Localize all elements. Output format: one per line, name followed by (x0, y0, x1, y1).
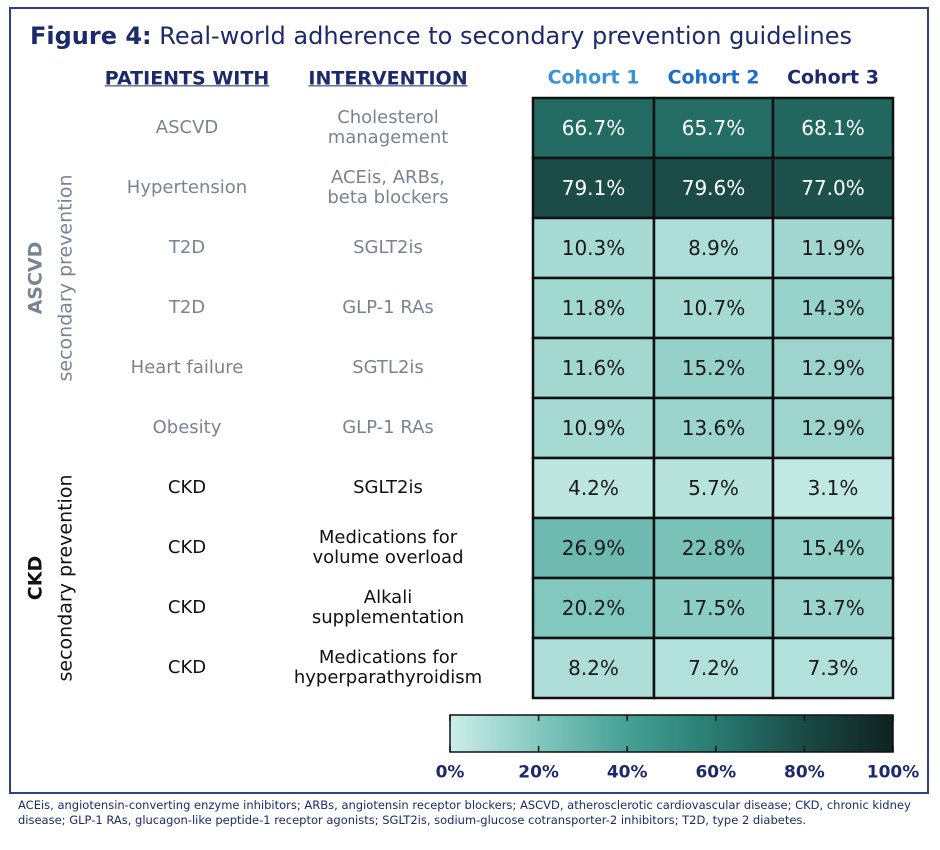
cell-label: 14.3% (801, 295, 865, 320)
cell-label: 65.7% (681, 115, 746, 140)
cell-label: 26.9% (561, 535, 626, 560)
column-header: INTERVENTION (308, 67, 468, 90)
colorbar-tick-label: 60% (695, 762, 737, 783)
heatmap-cell (531, 576, 656, 640)
cell-label: 8.9% (688, 235, 739, 260)
intervention-label: SGTL2is (352, 356, 424, 378)
cell-label: 68.1% (801, 115, 865, 140)
row-label: CKD (167, 596, 207, 618)
cell-label: 10.9% (561, 415, 626, 440)
legend-entry: Cohort 1 (547, 66, 640, 89)
cell-label: 13.7% (801, 595, 865, 620)
row-label: Hypertension (126, 176, 248, 198)
cell-label: 77.0% (801, 175, 865, 200)
chart-title: Figure 4: Real-world adherence to second… (30, 22, 852, 50)
cell-label: 17.5% (681, 595, 746, 620)
row-label: T2D (168, 296, 206, 318)
cell-label: 11.8% (561, 295, 626, 320)
row-label: CKD (167, 536, 207, 558)
cell-label: 15.4% (801, 535, 865, 560)
heatmap-cell (652, 456, 775, 520)
intervention-label: SGLT2is (353, 236, 423, 258)
heatmap-cell (531, 456, 656, 520)
title-text: Real-world adherence to secondary preven… (159, 22, 853, 50)
intervention-label: Medications for hyperparathyroidism (293, 646, 483, 688)
legend-entry: Cohort 3 (787, 66, 879, 89)
heatmap-cell (652, 156, 775, 220)
intervention-label: ACEis, ARBs, beta blockers (327, 166, 449, 208)
row-label: CKD (167, 476, 207, 498)
cell-label: 5.7% (688, 475, 739, 500)
intervention-label: Cholesterol management (327, 106, 449, 148)
colorbar-tick-label: 0% (435, 762, 465, 783)
cell-label: 11.6% (561, 355, 626, 380)
row-label: Obesity (152, 416, 222, 438)
heatmap-cell (771, 276, 895, 340)
row-label: CKD (167, 656, 207, 678)
heatmap-cell (771, 456, 895, 520)
intervention-label: GLP-1 RAs (342, 296, 434, 318)
heatmap-cell (652, 396, 775, 460)
cell-label: 15.2% (681, 355, 746, 380)
group-sublabel: secondary prevention (54, 474, 77, 682)
cell-label: 7.2% (688, 655, 739, 680)
group-label: ASCVD (24, 241, 47, 315)
cell-label: 7.3% (807, 655, 859, 680)
heatmap-cell (531, 396, 656, 460)
cell-label: 10.7% (681, 295, 746, 320)
intervention-label: Medications for volume overload (312, 526, 464, 568)
heatmap-cell (652, 96, 775, 160)
column-header: PATIENTS WITH (104, 67, 270, 90)
cell-label: 79.1% (561, 175, 626, 200)
cell-label: 4.2% (568, 475, 619, 500)
colorbar-tick-label: 80% (784, 762, 825, 783)
row-label: T2D (168, 236, 206, 258)
heatmap-cell (771, 636, 895, 700)
heatmap-cell (771, 396, 895, 460)
cell-label: 20.2% (561, 595, 626, 620)
cell-label: 8.2% (568, 655, 619, 680)
cell-label: 3.1% (807, 475, 859, 500)
legend-entry: Cohort 2 (667, 66, 760, 89)
heatmap-cell (531, 516, 656, 580)
cell-label: 13.6% (681, 415, 746, 440)
title-prefix: Figure 4: (30, 22, 152, 50)
colorbar (449, 714, 894, 753)
heatmap-cell (652, 336, 775, 400)
cell-label: 66.7% (561, 115, 626, 140)
group-sublabel: secondary prevention (54, 174, 77, 382)
cell-label: 79.6% (681, 175, 746, 200)
frame (9, 7, 929, 794)
heatmap-cell (531, 276, 656, 340)
intervention-label: GLP-1 RAs (342, 416, 434, 438)
cell-label: 10.3% (561, 235, 626, 260)
cell-label: 22.8% (681, 535, 746, 560)
group-label: CKD (24, 555, 47, 601)
footnote: ACEis, angiotensin-converting enzyme inh… (18, 798, 911, 827)
heatmap-cell (771, 156, 895, 220)
row-label: Heart failure (130, 356, 244, 378)
cell-label: 12.9% (801, 355, 865, 380)
heatmap-cell (531, 636, 656, 700)
row-label: ASCVD (155, 116, 219, 138)
cell-label: 12.9% (801, 415, 865, 440)
colorbar-tick-label: 40% (606, 762, 648, 783)
colorbar-tick-label: 20% (518, 762, 559, 783)
intervention-label: Alkali supplementation (311, 586, 465, 628)
colorbar-tick-label: 100% (866, 762, 920, 783)
heatmap-cell (771, 216, 895, 280)
intervention-label: SGLT2is (353, 476, 423, 498)
heatmap-cell (652, 636, 775, 700)
cell-label: 11.9% (801, 235, 865, 260)
